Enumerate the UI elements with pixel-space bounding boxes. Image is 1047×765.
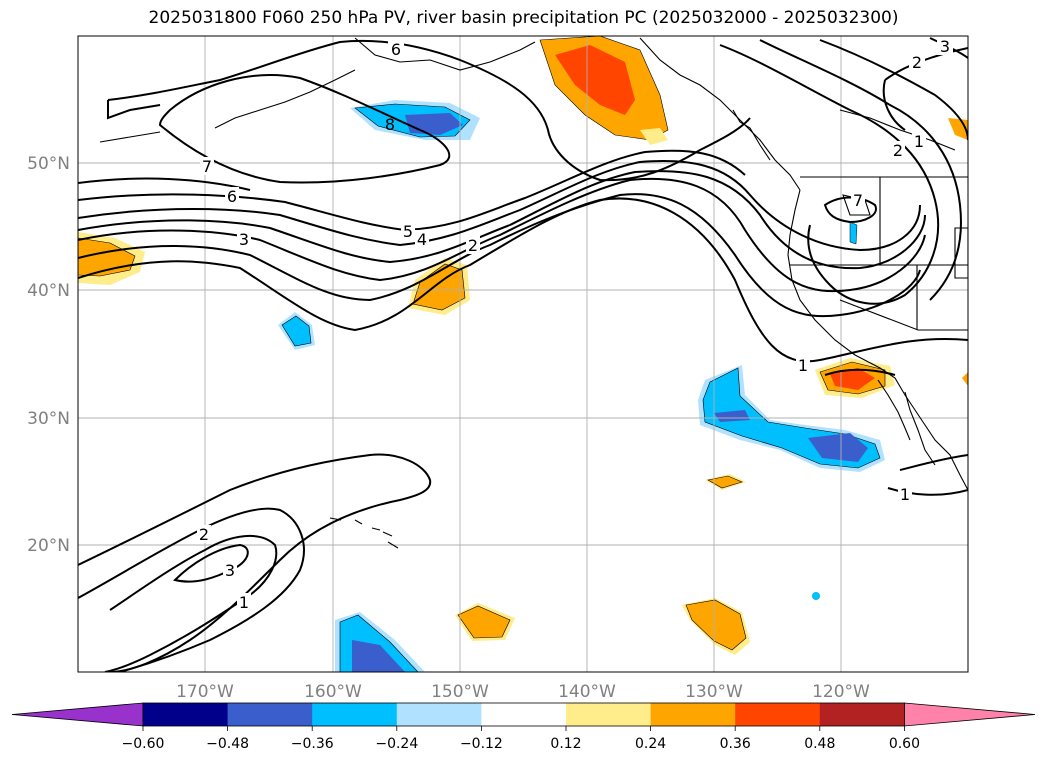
lon-label: 160°W [304,682,362,702]
colorbar-tick-label: −0.36 [291,736,334,752]
colorbar-segment [227,703,313,726]
colorbar-segment [396,703,482,726]
pv-contours [78,37,968,672]
coastlines [99,37,968,549]
colorbar-tick-label: 0.36 [720,736,751,752]
contour-label: 4 [417,230,427,249]
contour-label: 5 [403,222,413,241]
precipitation-fields [78,36,968,672]
contour-label: 1 [914,132,924,151]
contour-labels: 6 7 6 3 5 4 2 8 2 2 1 3 7 1 [197,37,953,612]
lat-label: 40°N [27,281,70,301]
plot-frame [77,35,969,673]
lat-label: 50°N [27,154,70,174]
lon-label: 120°W [812,682,870,702]
longitude-labels: 170°W 160°W 150°W 140°W 130°W 120°W [176,682,870,702]
colorbar-tick-label: 0.24 [635,736,666,752]
contour-label: 6 [391,40,401,59]
lon-label: 150°W [431,682,489,702]
contour-label: 8 [385,115,395,134]
contour-label: 1 [239,593,249,612]
colorbar-tick-label: 0.48 [804,736,835,752]
map-title: 2025031800 F060 250 hPa PV, river basin … [148,8,899,28]
colorbar-tick-label: −0.60 [122,736,165,752]
colorbar-frame [142,702,905,727]
lon-label: 130°W [685,682,743,702]
lat-label: 30°N [27,409,70,429]
lat-label: 20°N [27,536,70,556]
plot-area: 6 7 6 3 5 4 2 8 2 2 1 3 7 1 [78,36,968,672]
contour-label: 1 [900,485,910,504]
contour-label: 3 [239,230,249,249]
lon-label: 170°W [176,682,234,702]
colorbar-tick-label: 0.60 [889,736,920,752]
contour-label: 1 [798,356,808,375]
contour-label: 7 [853,191,863,210]
contour-label: 2 [893,141,903,160]
latitude-labels: 50°N 40°N 30°N 20°N [27,154,70,556]
colorbar-tick-label: 0.12 [550,736,581,752]
colorbar-extend-high [904,702,1036,727]
contour-label: 2 [468,236,478,255]
colorbar-extend-low [11,702,144,727]
graticule [78,36,968,672]
lon-label: 140°W [558,682,616,702]
colorbar-segment [481,703,567,726]
contour-label: 7 [202,157,212,176]
colorbar-tick-label: −0.48 [206,736,249,752]
colorbar-tick-label: −0.12 [460,736,503,752]
contour-label: 2 [912,53,922,72]
contour-label: 6 [227,187,237,206]
colorbar-segment [819,703,905,726]
colorbar-tick-label: −0.24 [375,736,418,752]
contour-label: 3 [225,561,235,580]
contour-label: 2 [199,525,209,544]
colorbar-segment [735,703,821,726]
colorbar-segment [312,703,398,726]
contour-label: 3 [940,37,950,56]
colorbar-segment [566,703,652,726]
colorbar-segment [143,703,229,726]
colorbar-segment [650,703,736,726]
colorbar: −0.60 −0.48 −0.36 −0.24 −0.12 0.12 0.24 0.36 0.4… [11,702,1036,752]
